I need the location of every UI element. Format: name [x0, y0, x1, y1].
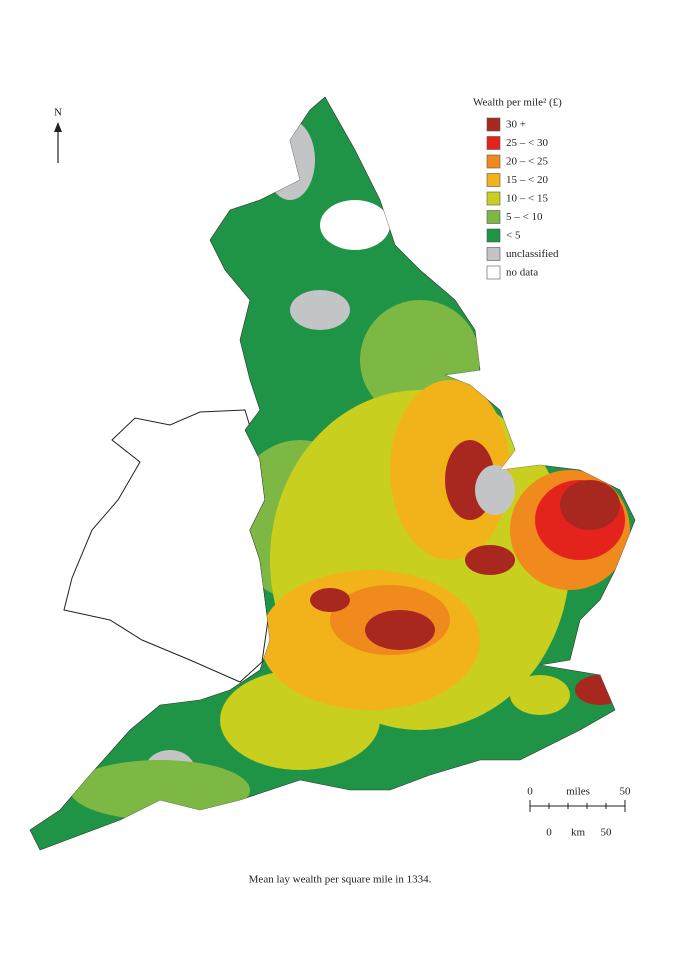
- legend-swatch: [486, 173, 501, 187]
- legend-label: 5 – < 10: [506, 211, 543, 223]
- area-10-15: [510, 675, 570, 715]
- area-30-plus: [560, 480, 620, 530]
- legend-title: Wealth per mile² (£): [473, 97, 562, 109]
- legend-label: 15 – < 20: [506, 174, 548, 186]
- legend-swatch: [486, 191, 501, 206]
- legend-label: unclassified: [506, 248, 559, 260]
- no-data-area: [320, 200, 390, 250]
- legend-label: < 5: [506, 230, 521, 242]
- north-label: N: [54, 107, 62, 119]
- legend-label: 25 – < 30: [506, 137, 548, 149]
- legend-swatch: [486, 136, 501, 150]
- scale-km-end: 50: [601, 827, 613, 839]
- scale-bar: 0 miles 50 0 km 50: [527, 786, 631, 839]
- scale-miles-end: 50: [620, 786, 632, 798]
- legend-swatch: [486, 228, 501, 243]
- legend-swatch: [486, 210, 501, 224]
- legend-label: 20 – < 25: [506, 156, 548, 168]
- scale-miles-label: miles: [566, 786, 590, 798]
- unclassified-area: [290, 290, 350, 330]
- wealth-areas: [70, 120, 630, 820]
- area-30-plus: [465, 545, 515, 575]
- legend-label: no data: [506, 267, 538, 279]
- scale-km-start: 0: [546, 827, 552, 839]
- legend-swatch: [486, 265, 501, 280]
- legend-swatch: [486, 154, 501, 169]
- scale-miles-start: 0: [527, 786, 533, 798]
- legend: Wealth per mile² (£) 30 + 25 – < 30 20 – <…: [473, 97, 562, 280]
- legend-swatch: [486, 247, 501, 261]
- area-30-plus: [365, 610, 435, 650]
- scale-km-label: km: [571, 827, 586, 839]
- area-5-10: [70, 760, 250, 820]
- area-30-plus: [310, 588, 350, 612]
- caption: Mean lay wealth per square mile in 1334.: [249, 874, 432, 886]
- legend-label: 30 +: [506, 119, 526, 131]
- unclassified-area: [475, 465, 515, 515]
- legend-swatch: [486, 117, 501, 132]
- north-arrowhead: [54, 122, 62, 132]
- legend-label: 10 – < 15: [506, 193, 548, 205]
